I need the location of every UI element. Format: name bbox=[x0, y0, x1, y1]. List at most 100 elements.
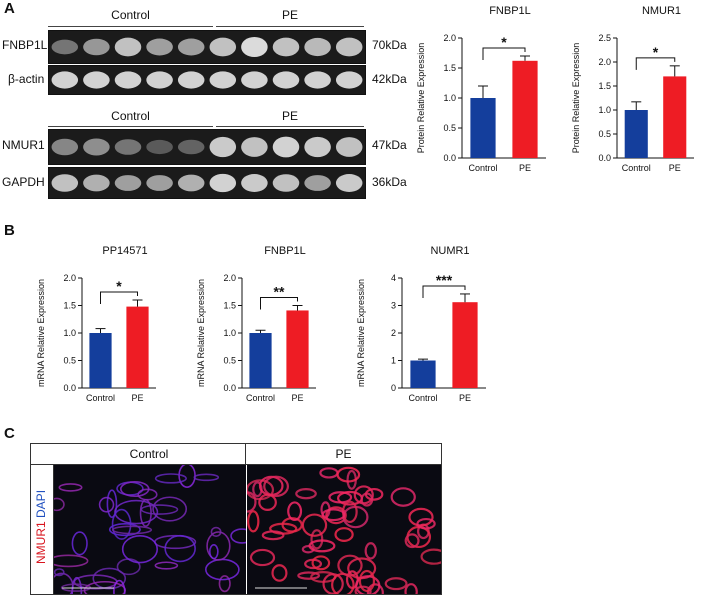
blot-strip-fnbp1l bbox=[48, 30, 366, 64]
y-tick-label: 2.0 bbox=[63, 273, 76, 283]
blot-band bbox=[209, 136, 237, 158]
group-line-pe bbox=[216, 26, 364, 27]
tissue-structure bbox=[210, 526, 222, 538]
x-tick-label: PE bbox=[291, 393, 303, 403]
blot-band bbox=[335, 174, 363, 192]
tissue-structure bbox=[54, 554, 89, 568]
bar-pe bbox=[126, 306, 149, 388]
significance-label: * bbox=[501, 34, 507, 50]
tissue-structure bbox=[113, 579, 126, 594]
blot-band bbox=[241, 137, 268, 157]
tissue-structure bbox=[54, 497, 65, 512]
tissue-structure bbox=[247, 491, 257, 513]
kda-label-fnbp1l: 70kDa bbox=[372, 38, 407, 52]
bar-control bbox=[410, 360, 436, 388]
tissue-structure bbox=[263, 475, 289, 498]
blot-band bbox=[241, 174, 268, 192]
y-axis-label: mRNA Relative Expression bbox=[196, 279, 206, 387]
blot-band bbox=[304, 37, 331, 57]
blot-band bbox=[241, 71, 268, 89]
blot-band bbox=[335, 37, 363, 57]
tissue-structure bbox=[301, 513, 328, 537]
x-tick-label: Control bbox=[246, 393, 275, 403]
chart-title: FNBP1L bbox=[489, 5, 531, 17]
y-tick-label: 0.5 bbox=[63, 356, 76, 366]
significance-bracket bbox=[635, 57, 676, 70]
group-label-control: Control bbox=[111, 8, 150, 22]
tissue-structure bbox=[111, 525, 153, 535]
chart-mrna-numr1: NUMR1 mRNA Relative Expression 0 1 2 3 4 Contro… bbox=[356, 245, 486, 403]
tissue-structure bbox=[98, 496, 115, 513]
blot-label-beta-actin: β-actin bbox=[8, 72, 45, 86]
y-tick-label: 2.0 bbox=[223, 273, 236, 283]
blot-band bbox=[304, 136, 331, 158]
group-label-pe: PE bbox=[281, 109, 298, 123]
y-tick-label: 1.5 bbox=[443, 63, 456, 73]
tissue-structure bbox=[308, 539, 336, 553]
tissue-structure bbox=[321, 508, 346, 522]
tissue-structure bbox=[92, 567, 127, 590]
y-tick-label: 1.5 bbox=[223, 301, 236, 311]
tissue-structure bbox=[334, 527, 354, 542]
blot-label-nmur1: NMUR1 bbox=[2, 138, 45, 152]
blot-band bbox=[51, 39, 79, 55]
tissue-structure bbox=[261, 530, 285, 541]
blot-band bbox=[146, 71, 173, 89]
x-tick-label: PE bbox=[519, 163, 531, 173]
significance-label: * bbox=[116, 278, 122, 294]
x-tick-label: PE bbox=[669, 163, 681, 173]
tissue-structure bbox=[140, 504, 179, 515]
blot-band bbox=[114, 37, 142, 57]
y-tick-label: 0.5 bbox=[223, 356, 236, 366]
blot-band bbox=[114, 175, 142, 191]
y-tick-label: 1 bbox=[391, 356, 396, 366]
tissue-structure bbox=[137, 488, 158, 501]
significance-bracket bbox=[482, 47, 526, 60]
tissue-structure bbox=[193, 473, 220, 482]
y-tick-label: 0.5 bbox=[598, 129, 611, 139]
significance-bracket bbox=[260, 297, 298, 310]
tissue-structure bbox=[206, 531, 231, 561]
immuno-label-nmur1: NMUR1 bbox=[34, 521, 48, 564]
chart-mrna-pp14571: PP14571 mRNA Relative Expression 0.0 0.5 1.0… bbox=[36, 245, 156, 403]
tissue-structure bbox=[258, 493, 277, 512]
blot-band bbox=[146, 175, 173, 191]
tissue-structure bbox=[71, 531, 88, 556]
y-tick-label: 2.0 bbox=[598, 57, 611, 67]
tissue-structure bbox=[404, 583, 418, 594]
immuno-label-dapi: DAPI bbox=[34, 489, 48, 518]
y-axis-label: Protein Relative Expression bbox=[571, 43, 581, 154]
blot-band bbox=[83, 138, 110, 156]
tissue-structure bbox=[310, 529, 324, 550]
tissue-structure bbox=[271, 564, 288, 582]
chart-protein-fnbp1l: FNBP1L Protein Relative Expression 0.0 0.5 1… bbox=[416, 5, 546, 173]
tissue-structure bbox=[114, 499, 159, 525]
immuno-panel: Control PE NMUR1 DAPI bbox=[30, 443, 442, 595]
tissue-structure bbox=[154, 473, 187, 484]
group-line-control bbox=[48, 26, 213, 27]
significance-label: * bbox=[653, 44, 659, 60]
y-tick-label: 1.0 bbox=[223, 328, 236, 338]
blot-band bbox=[177, 139, 205, 155]
y-tick-label: 0.0 bbox=[223, 383, 236, 393]
tissue-structure bbox=[354, 585, 372, 594]
y-tick-label: 0.0 bbox=[63, 383, 76, 393]
x-tick-label: Control bbox=[468, 163, 497, 173]
panel-letter-b: B bbox=[4, 222, 15, 239]
bar-pe bbox=[663, 76, 687, 158]
y-tick-label: 2.0 bbox=[443, 33, 456, 43]
tissue-structure bbox=[71, 576, 83, 594]
y-tick-label: 1.0 bbox=[63, 328, 76, 338]
y-axis-label: mRNA Relative Expression bbox=[36, 279, 46, 387]
tissue-structure bbox=[364, 542, 377, 560]
group-label-control: Control bbox=[111, 109, 150, 123]
tissue-structure bbox=[164, 534, 196, 563]
tissue-structure bbox=[404, 533, 420, 549]
tissue-structure bbox=[366, 583, 384, 594]
y-tick-label: 0.5 bbox=[443, 123, 456, 133]
tissue-structure bbox=[322, 573, 344, 594]
blot-band bbox=[335, 71, 363, 89]
tissue-structure bbox=[360, 492, 374, 507]
chart-mrna-fnbp1l: FNBP1L mRNA Relative Expression 0.0 0.5 1.0 1… bbox=[196, 245, 316, 403]
blot-band bbox=[114, 139, 142, 155]
